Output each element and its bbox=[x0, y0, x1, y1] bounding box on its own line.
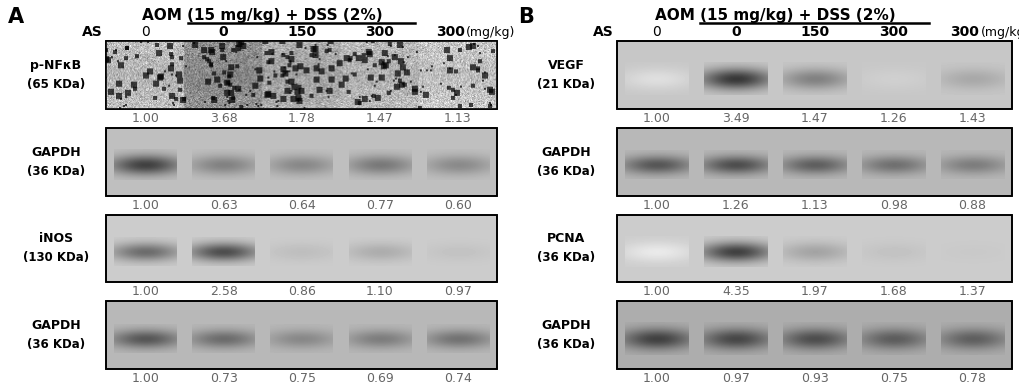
Text: 3.49: 3.49 bbox=[721, 112, 749, 125]
Text: 1.00: 1.00 bbox=[642, 372, 671, 385]
Text: 1.00: 1.00 bbox=[642, 199, 671, 212]
Text: 0.78: 0.78 bbox=[958, 372, 985, 385]
Text: 300: 300 bbox=[950, 25, 978, 39]
Text: (mg/kg): (mg/kg) bbox=[466, 26, 515, 39]
Text: AOM (15 mg/kg) + DSS (2%): AOM (15 mg/kg) + DSS (2%) bbox=[654, 8, 895, 23]
Text: 1.00: 1.00 bbox=[131, 372, 159, 385]
Text: (65 KDa): (65 KDa) bbox=[26, 78, 85, 91]
Text: 0.86: 0.86 bbox=[287, 286, 315, 298]
Bar bbox=[106, 301, 496, 369]
Text: 0: 0 bbox=[731, 25, 740, 39]
Text: 0.73: 0.73 bbox=[210, 372, 237, 385]
Bar bbox=[106, 301, 496, 369]
Text: 2.58: 2.58 bbox=[210, 286, 237, 298]
Text: 0.63: 0.63 bbox=[210, 199, 237, 212]
Text: (36 KDa): (36 KDa) bbox=[537, 165, 595, 178]
Bar bbox=[106, 214, 496, 282]
Text: GAPDH: GAPDH bbox=[31, 145, 81, 159]
Bar bbox=[106, 41, 496, 109]
Text: GAPDH: GAPDH bbox=[31, 319, 81, 332]
Text: (36 KDa): (36 KDa) bbox=[537, 251, 595, 265]
Bar bbox=[616, 301, 1011, 369]
Text: GAPDH: GAPDH bbox=[541, 319, 590, 332]
Text: (mg/kg): (mg/kg) bbox=[980, 26, 1019, 39]
Text: 1.13: 1.13 bbox=[800, 199, 827, 212]
Text: 1.97: 1.97 bbox=[800, 286, 827, 298]
Text: 1.43: 1.43 bbox=[958, 112, 985, 125]
Text: 0: 0 bbox=[652, 25, 660, 39]
Text: AS: AS bbox=[592, 25, 612, 39]
Text: 1.00: 1.00 bbox=[642, 112, 671, 125]
Text: PCNA: PCNA bbox=[546, 232, 585, 245]
Text: AOM (15 mg/kg) + DSS (2%): AOM (15 mg/kg) + DSS (2%) bbox=[143, 8, 382, 23]
Text: 1.26: 1.26 bbox=[879, 112, 907, 125]
Text: 3.68: 3.68 bbox=[210, 112, 237, 125]
Text: GAPDH: GAPDH bbox=[541, 145, 590, 159]
Text: 0.74: 0.74 bbox=[443, 372, 472, 385]
Text: 0.75: 0.75 bbox=[287, 372, 316, 385]
Text: 0.60: 0.60 bbox=[443, 199, 472, 212]
Text: 1.13: 1.13 bbox=[443, 112, 472, 125]
Text: 300: 300 bbox=[365, 25, 394, 39]
Text: (36 KDa): (36 KDa) bbox=[537, 338, 595, 351]
Text: 1.00: 1.00 bbox=[642, 286, 671, 298]
Text: 1.37: 1.37 bbox=[958, 286, 985, 298]
Text: 0.97: 0.97 bbox=[721, 372, 749, 385]
Text: 0.77: 0.77 bbox=[366, 199, 393, 212]
Bar bbox=[106, 41, 496, 109]
Text: AS: AS bbox=[82, 25, 102, 39]
Text: 0: 0 bbox=[219, 25, 228, 39]
Text: 1.26: 1.26 bbox=[721, 199, 749, 212]
Text: 1.00: 1.00 bbox=[131, 112, 159, 125]
Text: B: B bbox=[518, 7, 533, 27]
Bar bbox=[106, 128, 496, 196]
Text: 1.47: 1.47 bbox=[800, 112, 827, 125]
Text: 1.78: 1.78 bbox=[287, 112, 315, 125]
Bar bbox=[106, 214, 496, 282]
Text: (130 KDa): (130 KDa) bbox=[22, 251, 89, 265]
Text: 1.47: 1.47 bbox=[366, 112, 393, 125]
Text: 0.69: 0.69 bbox=[366, 372, 393, 385]
Text: 300: 300 bbox=[878, 25, 907, 39]
Text: 150: 150 bbox=[287, 25, 316, 39]
Text: (36 KDa): (36 KDa) bbox=[26, 338, 85, 351]
Bar bbox=[616, 301, 1011, 369]
Text: 1.00: 1.00 bbox=[131, 199, 159, 212]
Bar bbox=[106, 128, 496, 196]
Text: A: A bbox=[8, 7, 24, 27]
Bar bbox=[616, 128, 1011, 196]
Text: p-NFκB: p-NFκB bbox=[31, 59, 82, 72]
Text: 0.97: 0.97 bbox=[443, 286, 472, 298]
Text: (21 KDa): (21 KDa) bbox=[537, 78, 595, 91]
Text: 4.35: 4.35 bbox=[721, 286, 749, 298]
Text: 0.64: 0.64 bbox=[287, 199, 315, 212]
Text: 1.10: 1.10 bbox=[366, 286, 393, 298]
Text: (36 KDa): (36 KDa) bbox=[26, 165, 85, 178]
Bar bbox=[616, 128, 1011, 196]
Bar bbox=[616, 41, 1011, 109]
Bar bbox=[616, 41, 1011, 109]
Bar bbox=[616, 214, 1011, 282]
Text: 0.93: 0.93 bbox=[800, 372, 827, 385]
Text: 1.68: 1.68 bbox=[879, 286, 907, 298]
Text: iNOS: iNOS bbox=[39, 232, 72, 245]
Text: VEGF: VEGF bbox=[547, 59, 584, 72]
Text: 150: 150 bbox=[799, 25, 828, 39]
Text: 0.88: 0.88 bbox=[958, 199, 985, 212]
Text: 0.75: 0.75 bbox=[878, 372, 907, 385]
Text: 0: 0 bbox=[141, 25, 150, 39]
Bar bbox=[616, 214, 1011, 282]
Text: 300: 300 bbox=[435, 25, 464, 39]
Text: 0.98: 0.98 bbox=[878, 199, 907, 212]
Text: 1.00: 1.00 bbox=[131, 286, 159, 298]
